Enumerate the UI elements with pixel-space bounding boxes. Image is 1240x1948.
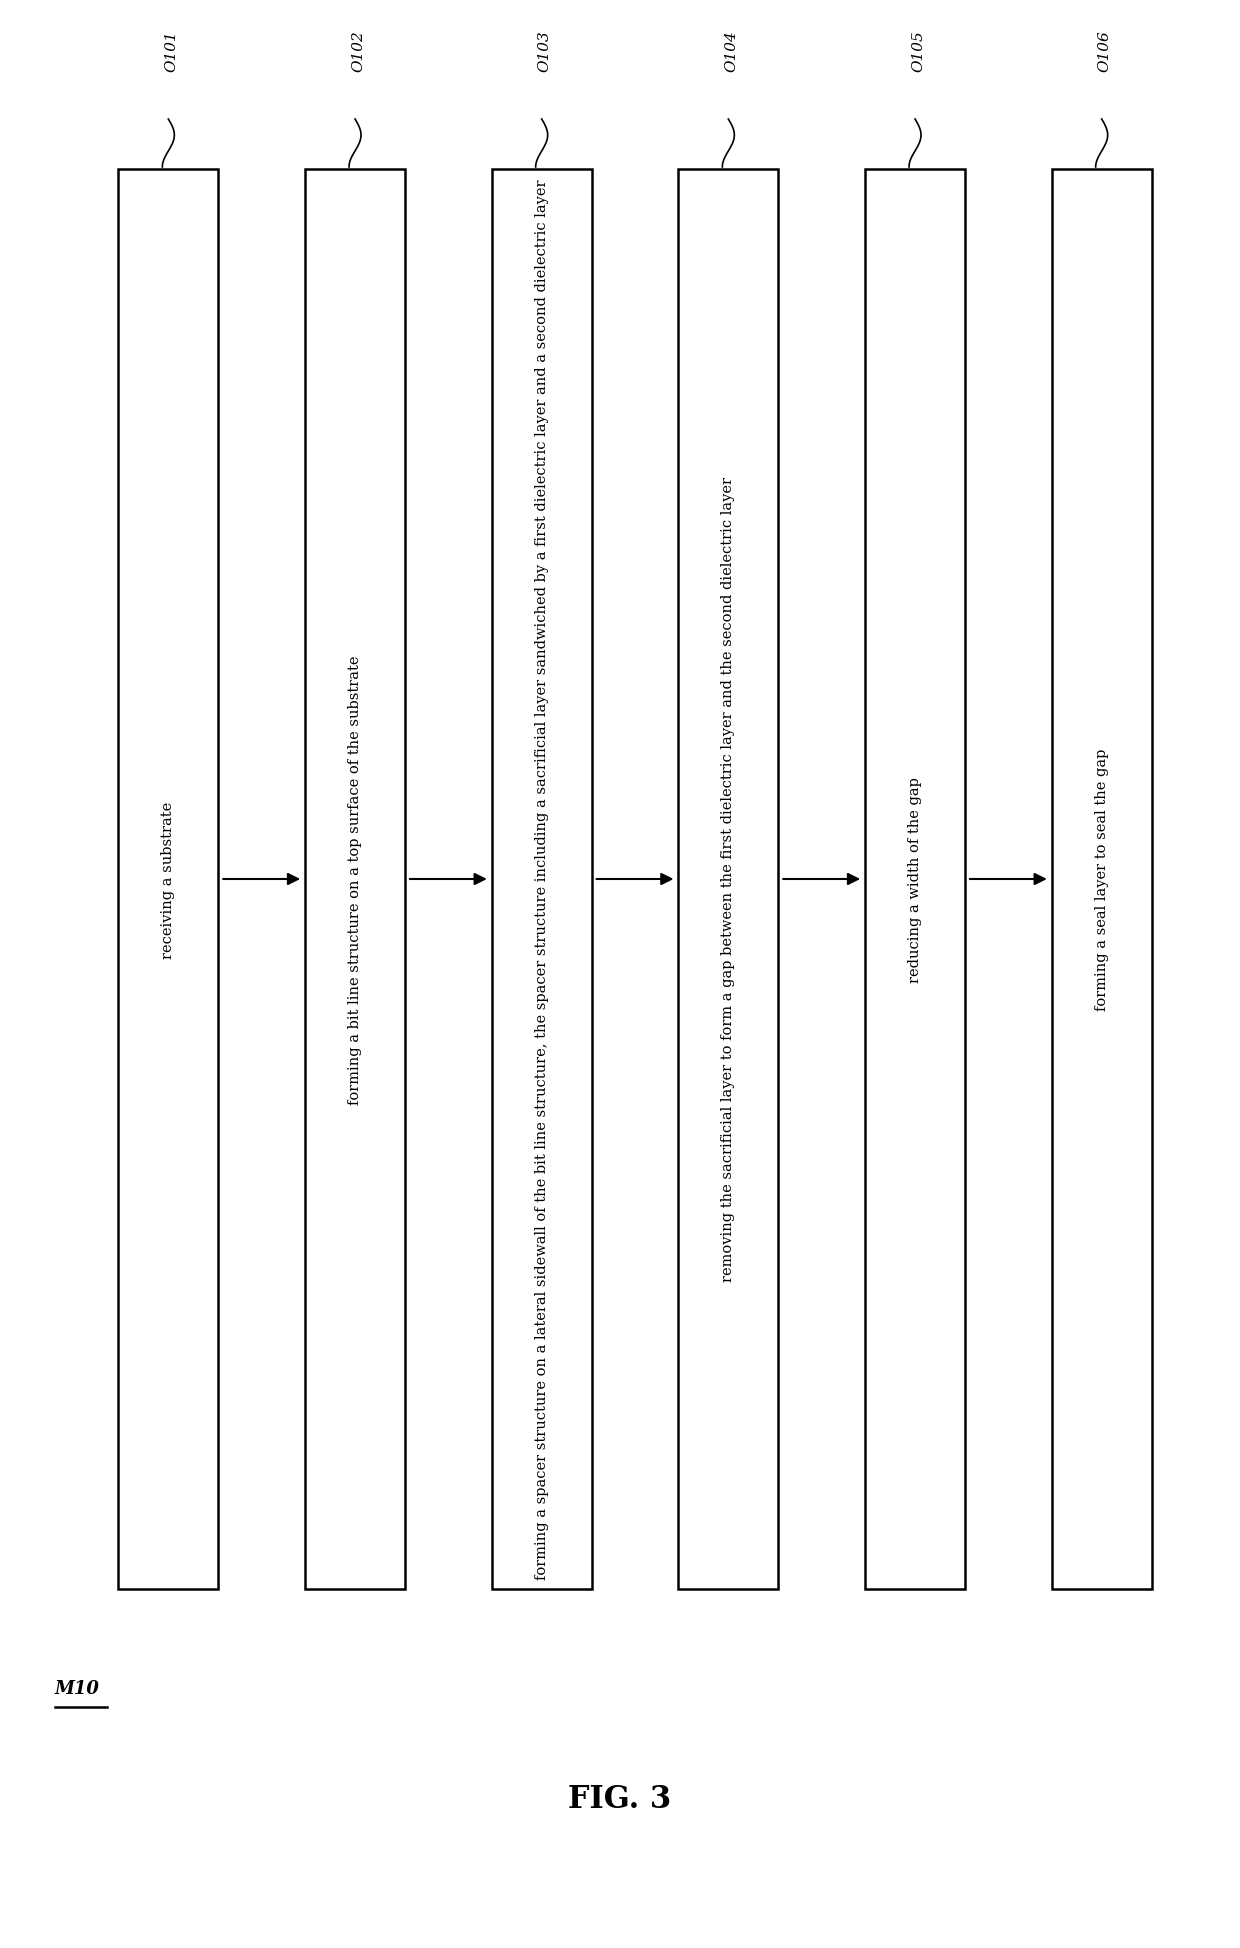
Text: receiving a substrate: receiving a substrate <box>161 801 175 958</box>
Text: forming a spacer structure on a lateral sidewall of the bit line structure, the : forming a spacer structure on a lateral … <box>534 179 548 1580</box>
Text: O105: O105 <box>911 29 925 72</box>
Text: O106: O106 <box>1097 29 1112 72</box>
Text: reducing a width of the gap: reducing a width of the gap <box>908 777 923 982</box>
Bar <box>118 169 218 1590</box>
Text: O103: O103 <box>538 29 552 72</box>
Bar <box>866 169 965 1590</box>
Text: FIG. 3: FIG. 3 <box>568 1784 672 1816</box>
Text: forming a bit line structure on a top surface of the substrate: forming a bit line structure on a top su… <box>348 655 362 1105</box>
Text: M10: M10 <box>55 1679 100 1697</box>
Text: O101: O101 <box>165 29 179 72</box>
Text: forming a seal layer to seal the gap: forming a seal layer to seal the gap <box>1095 748 1109 1011</box>
Text: O102: O102 <box>351 29 365 72</box>
Bar <box>492 169 591 1590</box>
Text: removing the sacrificial layer to form a gap between the first dielectric layer : removing the sacrificial layer to form a… <box>722 477 735 1282</box>
Text: O104: O104 <box>724 29 738 72</box>
Bar <box>1052 169 1152 1590</box>
Bar <box>305 169 405 1590</box>
Bar <box>678 169 779 1590</box>
